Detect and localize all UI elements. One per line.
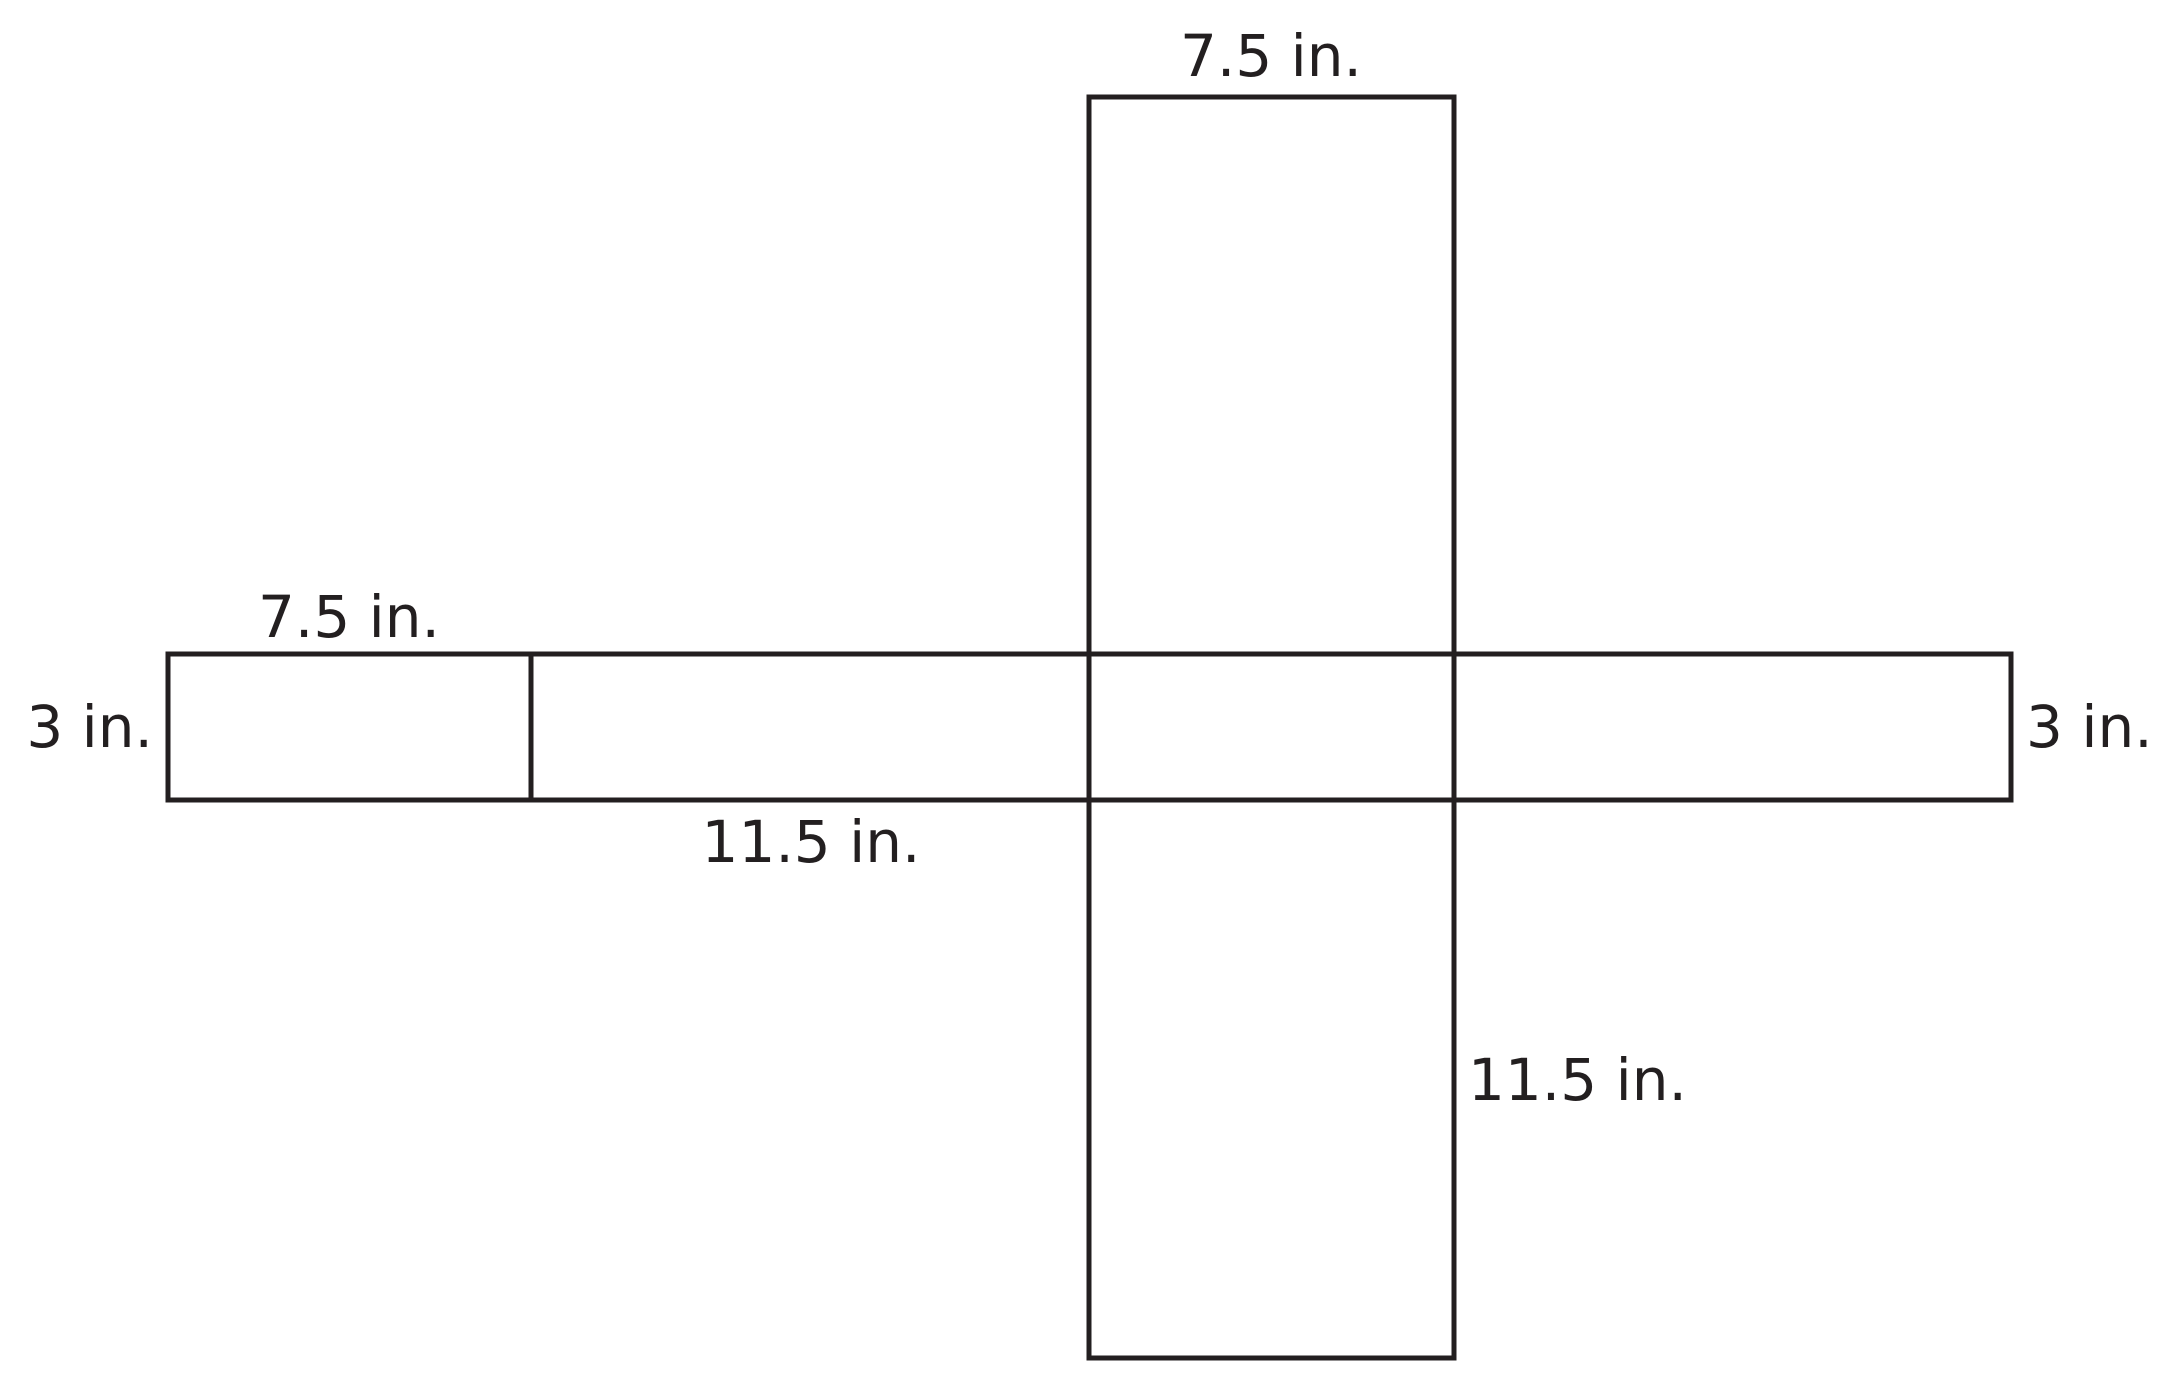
left-end-face [165,651,534,803]
left-width-label: 7.5 in. [258,583,440,651]
bottom-face [1086,797,1457,1361]
left-long-face [528,651,1092,803]
left-height-label: 3 in. [26,693,153,761]
top-face [1086,94,1457,657]
bottom-length-label: 11.5 in. [1468,1046,1687,1114]
top-width-label: 7.5 in. [1180,22,1362,90]
right-long-face [1451,651,2014,803]
right-height-label: 3 in. [2026,693,2153,761]
strip-length-label: 11.5 in. [702,808,921,876]
center-face [1086,651,1457,803]
